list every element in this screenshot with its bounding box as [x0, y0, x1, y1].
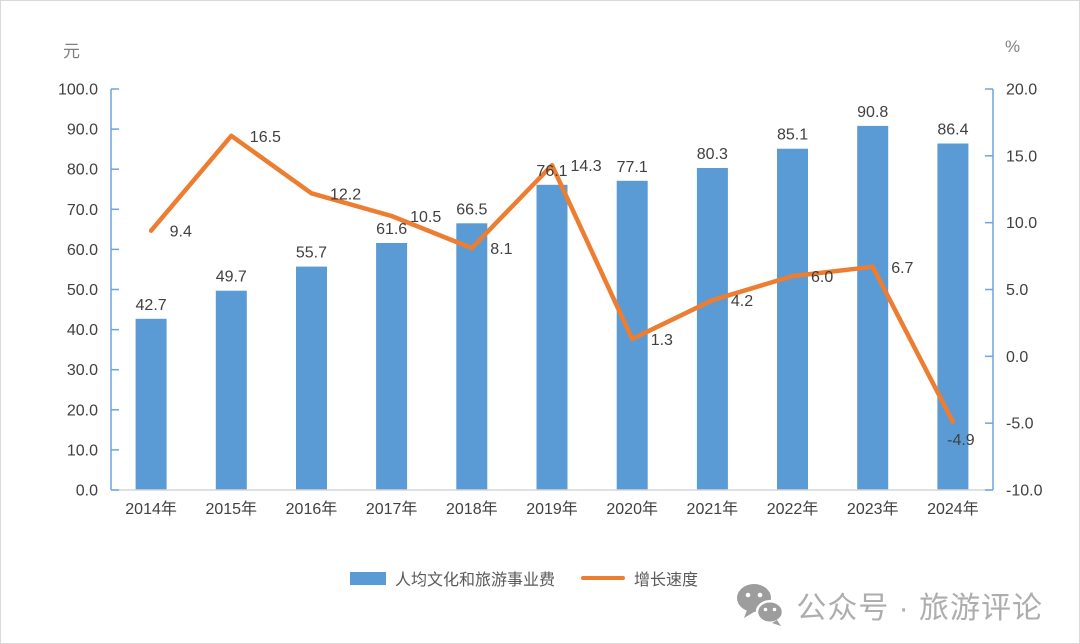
bar-value-label: 86.4 — [937, 122, 968, 139]
right-axis-unit: % — [1005, 37, 1021, 56]
left-axis-tick-label: 40.0 — [67, 322, 98, 339]
right-axis-tick-label: 15.0 — [1006, 148, 1037, 165]
left-axis-tick-label: 50.0 — [67, 282, 98, 299]
x-axis-label-2014年: 2014年 — [125, 500, 177, 518]
bar-value-label: 85.1 — [777, 127, 808, 144]
legend-item-bar: 人均文化和旅游事业费 — [349, 566, 555, 590]
right-axis-tick-label: -5.0 — [1006, 416, 1034, 433]
bar-value-label: 76.1 — [536, 163, 567, 180]
legend-item-line: 增长速度 — [581, 566, 698, 590]
x-axis-label-2022年: 2022年 — [767, 500, 819, 518]
left-axis-tick-label: 30.0 — [67, 362, 98, 379]
bar-2023年 — [857, 125, 889, 491]
bar-2017年 — [376, 243, 408, 490]
bar-value-label: 61.6 — [376, 221, 407, 238]
line-value-label: 4.2 — [731, 293, 753, 310]
line-value-label: 1.3 — [651, 332, 673, 349]
line-value-label: -4.9 — [947, 432, 975, 449]
left-axis-tick-label: 100.0 — [58, 82, 98, 99]
x-axis-label-2024年: 2024年 — [927, 500, 979, 518]
bar-2021年 — [696, 168, 728, 490]
bar-value-label: 66.5 — [456, 201, 487, 218]
right-axis-tick-label: 20.0 — [1006, 82, 1037, 99]
left-axis-tick-label: 90.0 — [67, 122, 98, 139]
line-series-label: 增长速度 — [634, 572, 699, 589]
line-series-swatch — [581, 576, 625, 580]
line-value-label: 16.5 — [250, 129, 281, 146]
right-axis-tick-label: -10.0 — [1006, 483, 1043, 500]
left-axis-tick-label: 10.0 — [67, 442, 98, 459]
line-value-label: 12.2 — [330, 186, 361, 203]
bar-value-label: 55.7 — [296, 245, 327, 262]
bar-value-label: 49.7 — [216, 269, 247, 286]
bar-2024年 — [937, 143, 969, 490]
wechat-watermark: 公众号 · 旅游评论 — [736, 583, 1043, 627]
left-axis-unit: 元 — [63, 42, 80, 61]
right-axis-tick-label: 5.0 — [1006, 282, 1028, 299]
x-axis-label-2020年: 2020年 — [606, 500, 658, 518]
line-value-label: 8.1 — [490, 241, 512, 258]
x-axis-label-2023年: 2023年 — [847, 500, 899, 518]
wechat-watermark-text: 公众号 · 旅游评论 — [796, 592, 1043, 625]
bar-value-label: 42.7 — [136, 297, 167, 314]
left-axis-tick-label: 0.0 — [76, 483, 98, 500]
bar-2019年 — [536, 184, 568, 491]
line-value-label: 10.5 — [410, 209, 441, 226]
wechat-icon — [737, 584, 785, 626]
growth-rate-line — [148, 133, 956, 425]
line-value-label: 6.0 — [811, 269, 833, 286]
x-axis-label-2016年: 2016年 — [286, 500, 338, 518]
line-value-label: 6.7 — [891, 260, 913, 277]
bar-value-label: 80.3 — [697, 146, 728, 163]
left-axis-tick-label: 20.0 — [67, 402, 98, 419]
line-value-label: 14.3 — [571, 158, 602, 175]
bar-value-label: 90.8 — [857, 104, 888, 121]
left-axis-tick-label: 80.0 — [67, 162, 98, 179]
bar-2015年 — [215, 290, 247, 490]
left-axis-tick-label: 70.0 — [67, 202, 98, 219]
x-axis-label-2018年: 2018年 — [446, 500, 498, 518]
bar-series-label: 人均文化和旅游事业费 — [394, 572, 555, 589]
bar-2014年 — [135, 318, 167, 490]
x-axis-label-2015年: 2015年 — [205, 500, 257, 518]
line-value-label: 9.4 — [170, 224, 192, 241]
right-axis-tick-label: 0.0 — [1006, 349, 1028, 366]
bar-value-label: 77.1 — [617, 159, 648, 176]
bar-series-swatch — [349, 571, 386, 585]
bar-2016年 — [296, 266, 327, 490]
x-axis-label-2019年: 2019年 — [526, 500, 578, 518]
left-axis-tick-label: 60.0 — [67, 242, 98, 259]
legend: 人均文化和旅游事业费 增长速度 — [1, 566, 1063, 590]
right-axis-tick-label: 10.0 — [1006, 215, 1037, 232]
x-axis-label-2017年: 2017年 — [366, 500, 418, 518]
x-axis-label-2021年: 2021年 — [687, 500, 739, 518]
bar-2018年 — [456, 223, 488, 491]
bar-2022年 — [777, 148, 808, 490]
